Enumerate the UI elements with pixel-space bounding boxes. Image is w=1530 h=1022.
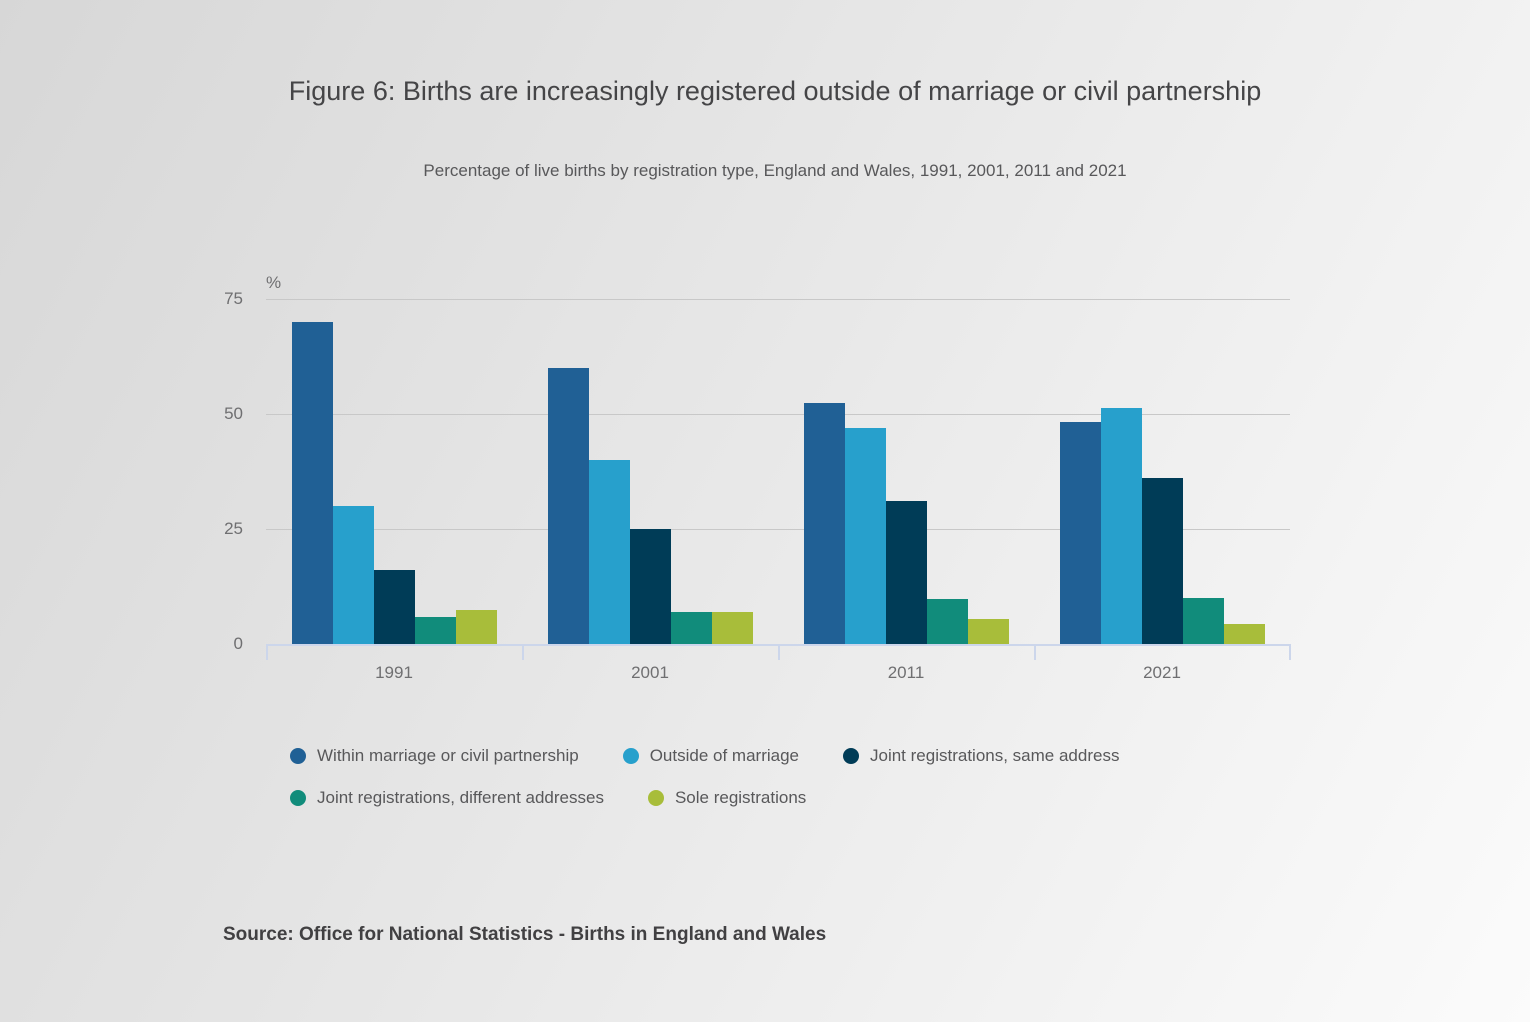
x-tick-label-1991: 1991 xyxy=(375,663,413,682)
source-note: Source: Office for National Statistics -… xyxy=(223,924,827,945)
bar-2011-series-1 xyxy=(844,427,886,644)
gridline-50 xyxy=(266,414,1290,415)
plot-area xyxy=(266,299,1291,660)
chart-title: Figure 6: Births are increasingly regist… xyxy=(288,76,1262,107)
gridline-25 xyxy=(266,529,1290,530)
bar-2021-series-0 xyxy=(1059,421,1101,644)
legend-dot-icon xyxy=(843,748,859,764)
bar-2021-series-3 xyxy=(1182,598,1224,644)
legend: Within marriage or civil partnership Outs… xyxy=(290,744,1290,810)
bar-2011-series-4 xyxy=(967,618,1009,644)
bar-1991-series-2 xyxy=(373,570,415,644)
legend-dot-icon xyxy=(647,790,664,806)
bar-2001-series-3 xyxy=(670,611,712,644)
x-tick-label-2011: 2011 xyxy=(887,663,925,682)
legend-label: Joint registrations, same address xyxy=(870,746,1120,765)
bar-1991-series-1 xyxy=(332,506,374,644)
y-tick-label-0: 0 xyxy=(233,634,243,653)
y-tick-label-25: 25 xyxy=(224,519,243,538)
bar-2001-series-1 xyxy=(588,460,630,644)
bar-group-2001 xyxy=(522,299,778,644)
x-tick-label-2021: 2021 xyxy=(1143,663,1181,682)
bar-group-2021 xyxy=(1034,299,1290,644)
legend-label: Joint registrations, different addresses xyxy=(317,788,604,807)
y-axis-unit-label: % xyxy=(266,273,282,292)
x-axis-tick xyxy=(1034,645,1036,660)
x-axis-tick xyxy=(1289,645,1291,660)
bar-1991-series-4 xyxy=(455,609,497,644)
legend-item-0[interactable]: Within marriage or civil partnership xyxy=(290,744,579,768)
y-tick-label-50: 50 xyxy=(224,404,243,423)
y-tick-label-75: 75 xyxy=(224,289,243,308)
legend-dot-icon xyxy=(290,748,306,764)
legend-label: Outside of marriage xyxy=(649,746,799,765)
legend-item-4[interactable]: Sole registrations xyxy=(647,786,807,810)
legend-dot-icon xyxy=(290,790,306,806)
legend-dot-icon xyxy=(622,748,639,764)
legend-label: Within marriage or civil partnership xyxy=(317,746,579,765)
gridline-75 xyxy=(266,299,1290,300)
x-axis-tick xyxy=(778,645,780,660)
bar-2021-series-2 xyxy=(1141,478,1183,644)
x-tick-label-2001: 2001 xyxy=(631,663,669,682)
chart-subtitle: Percentage of live births by registratio… xyxy=(423,161,1127,180)
bar-2021-series-1 xyxy=(1100,408,1142,644)
bar-2021-series-4 xyxy=(1223,624,1265,644)
legend-item-2[interactable]: Joint registrations, same address xyxy=(843,744,1119,768)
legend-label: Sole registrations xyxy=(674,788,807,807)
bar-1991-series-0 xyxy=(291,322,333,644)
bar-2001-series-0 xyxy=(547,368,589,644)
x-axis-tick xyxy=(266,645,268,660)
bar-group-1991 xyxy=(266,299,522,644)
bar-2001-series-2 xyxy=(629,529,671,644)
bar-2011-series-3 xyxy=(926,599,968,644)
bar-2001-series-4 xyxy=(711,611,753,644)
bar-2011-series-2 xyxy=(885,501,927,644)
x-axis-tick xyxy=(522,645,524,660)
legend-item-3[interactable]: Joint registrations, different addresses xyxy=(290,786,604,810)
legend-item-1[interactable]: Outside of marriage xyxy=(622,744,799,768)
bar-1991-series-3 xyxy=(414,617,456,644)
bar-2011-series-0 xyxy=(803,402,845,644)
bar-group-2011 xyxy=(778,299,1034,644)
